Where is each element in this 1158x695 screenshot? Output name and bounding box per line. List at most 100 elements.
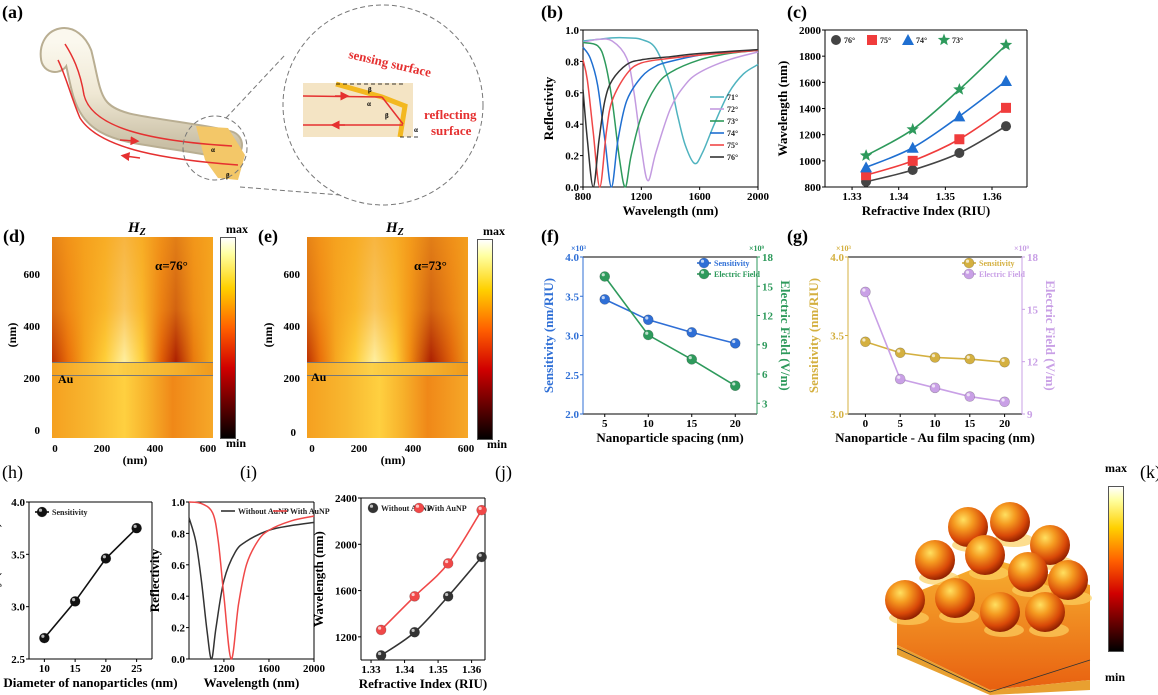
marker-highlight: [378, 651, 382, 656]
y-right-tick-label: 15: [762, 281, 774, 293]
x-tick-label: 5: [897, 418, 903, 430]
y-right-tick-label: 15: [1027, 304, 1039, 316]
ytick-d: 0: [35, 425, 41, 437]
colorbar-k: [1108, 486, 1124, 652]
beta-label-2: β: [385, 112, 389, 120]
x-tick-label: 15: [70, 663, 82, 675]
xlabel-e: (nm): [381, 453, 406, 467]
x-tick-label: 20: [100, 663, 112, 675]
marker-highlight: [411, 628, 415, 633]
marker-highlight: [478, 553, 482, 557]
x-tick-label: 15: [686, 418, 698, 430]
max-label-k: max: [1105, 461, 1127, 475]
y-right-tick-label: 3: [762, 398, 768, 410]
hz-title-e: HZ: [385, 220, 404, 238]
y-tick-label: 4.0: [830, 252, 844, 264]
legend-marker: [36, 506, 48, 518]
hz-title-d: HZ: [127, 220, 146, 238]
y-axis-title: Reflectivity: [147, 548, 162, 612]
y-right-tick-label: 6: [762, 369, 768, 381]
data-point: [953, 110, 966, 122]
marker-highlight: [700, 259, 705, 263]
y-right-multiplier: ×10⁹: [1014, 244, 1030, 253]
marker-highlight: [862, 288, 866, 292]
legend: 76° 75° 74° 73°: [831, 33, 963, 46]
x-axis-title: Wavelength (nm): [623, 203, 719, 218]
data-point: [929, 382, 941, 394]
x-tick-label: 1.33: [842, 191, 862, 203]
alpha-label-2: α: [414, 126, 418, 134]
y-axis-title: Wavelength (nm): [311, 531, 326, 627]
legend-label: Electric Field: [714, 270, 761, 279]
data-point: [999, 356, 1010, 368]
x-tick-label: 20: [999, 418, 1011, 430]
xtick-e: 600: [458, 443, 475, 455]
fiber-tip: [196, 126, 245, 180]
data-point: [375, 650, 387, 661]
nanoparticle-sphere: [1030, 525, 1070, 565]
marker-highlight: [700, 270, 705, 274]
data-point: [1000, 75, 1013, 87]
data-point: [642, 329, 654, 341]
y-right-multiplier: ×10⁹: [749, 244, 765, 253]
xtick-d: 600: [200, 443, 217, 455]
nanoparticle-sphere: [1048, 560, 1088, 600]
y-tick-label: 1.0: [565, 25, 579, 37]
x-tick-label: 25: [131, 663, 143, 675]
panel-label-e: (e): [258, 226, 278, 247]
legend: 71° 72° 73° 74° 75° 76°: [710, 93, 738, 162]
max-label-e: max: [483, 224, 505, 238]
au-label-e: Au: [311, 370, 327, 384]
nanoparticle-sphere: [980, 592, 1020, 632]
min-label-k: min: [1105, 670, 1125, 684]
xtick-d: 200: [94, 443, 111, 455]
x-tick-label: 800: [575, 191, 592, 203]
x-axis-title: Nanoparticle - Au film spacing (nm): [835, 430, 1035, 445]
y-tick-label: 0.6: [565, 88, 579, 100]
data-point: [686, 354, 698, 365]
x-tick-label: 1.35: [936, 191, 956, 203]
data-point: [1001, 121, 1012, 132]
x-axis-title: Nanoparticle spacing (nm): [596, 430, 743, 445]
data-point: [964, 353, 976, 365]
y-tick-label: 1600: [799, 77, 822, 89]
y-right-tick-label: 12: [1027, 357, 1039, 369]
ytick-e: 200: [284, 373, 301, 385]
data-point: [999, 38, 1013, 51]
legend-label: With AuNP: [290, 507, 330, 516]
panel-label-j: (j): [495, 462, 512, 483]
panel-label-b: (b): [541, 2, 563, 23]
series-line: [188, 517, 315, 660]
legend-label: 75°: [727, 141, 738, 150]
data-point: [964, 391, 976, 402]
series-line: [604, 298, 736, 345]
xtick-d: 0: [52, 443, 58, 455]
legend-marker: [413, 502, 425, 514]
ytick-d: 400: [24, 321, 41, 333]
colorbar-d: [220, 237, 236, 439]
legend-label: Sensitivity: [979, 259, 1015, 268]
series-line: [865, 107, 1007, 176]
x-tick-label: 0: [863, 418, 869, 430]
xtick-e: 400: [405, 443, 422, 455]
legend: Sensitivity: [35, 506, 88, 518]
y-tick-label: 0.0: [171, 654, 185, 666]
y-right-axis-title: Electric Field (V/m): [778, 280, 793, 390]
surface-label: surface: [431, 123, 472, 138]
x-tick-label: 5: [602, 418, 608, 430]
y-multiplier: ×10³: [836, 244, 852, 253]
y-tick-label: 1000: [799, 156, 822, 168]
data-point: [729, 338, 741, 349]
chart-g: 0 5 10 15 20 3.0 3.5 4.0 9 12 15 18 Nanoparticle - A…: [806, 244, 1058, 445]
series-line: [380, 509, 483, 631]
y-right-tick-label: 12: [762, 311, 774, 323]
y-tick-label: 3.0: [830, 409, 844, 421]
data-point: [953, 83, 966, 95]
legend-label: With AuNP: [427, 504, 467, 513]
marker-highlight: [732, 339, 736, 344]
data-point: [442, 558, 454, 569]
y-tick-label: 2.0: [565, 409, 579, 421]
data-point: [476, 504, 487, 516]
data-point: [859, 149, 873, 161]
xtick-e: 0: [309, 443, 315, 455]
